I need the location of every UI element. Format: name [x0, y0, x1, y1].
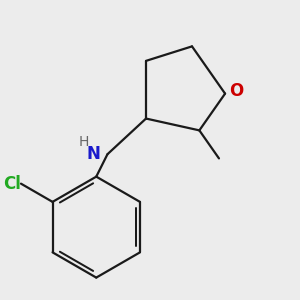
- Text: N: N: [87, 145, 100, 163]
- Text: O: O: [229, 82, 244, 100]
- Text: Cl: Cl: [3, 175, 21, 193]
- Text: H: H: [79, 135, 89, 148]
